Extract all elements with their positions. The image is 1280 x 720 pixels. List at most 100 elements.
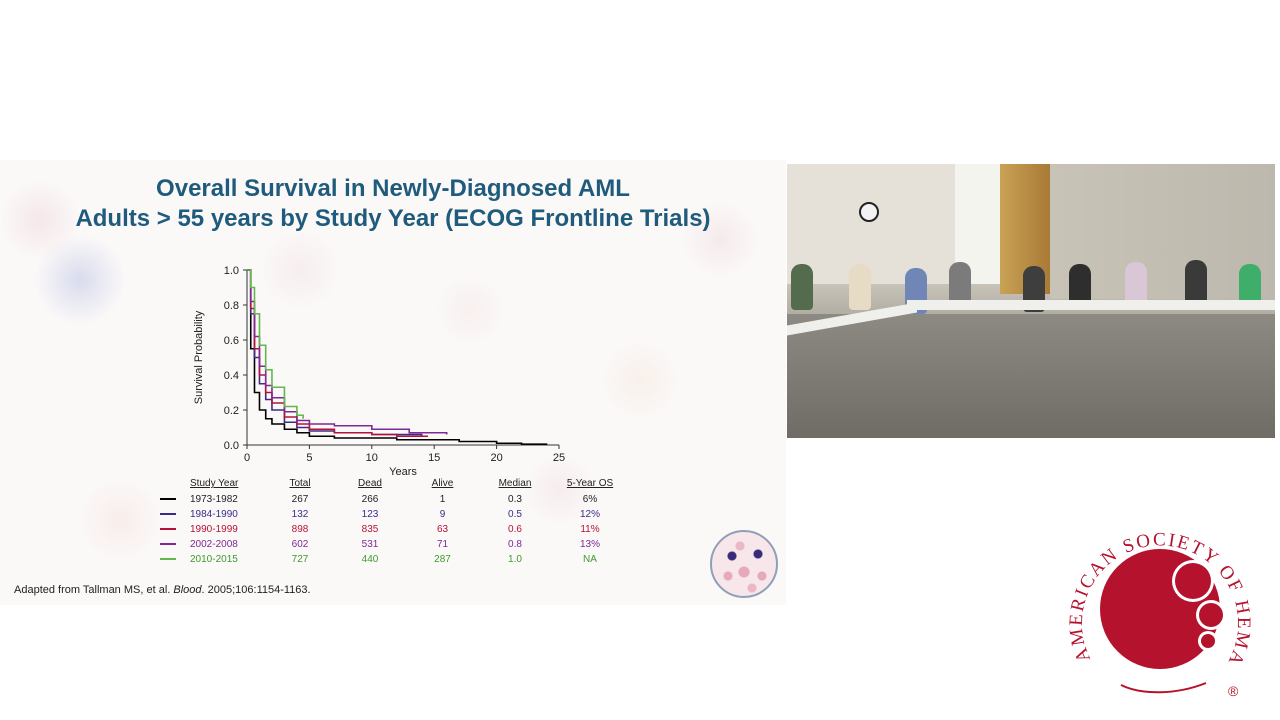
table-cell-year: 1990-1999 bbox=[190, 524, 238, 535]
table-cell-total: 727 bbox=[291, 554, 309, 565]
blood-cell-thumbnail bbox=[710, 530, 778, 598]
table-cell-year: 1984-1990 bbox=[190, 509, 238, 520]
table-cell-alive: 71 bbox=[436, 539, 449, 550]
legend-swatch bbox=[160, 552, 190, 567]
video-wall-left bbox=[787, 164, 955, 284]
x-tick-label: 25 bbox=[553, 452, 565, 464]
series-line-2010-2015 bbox=[247, 269, 304, 419]
video-person bbox=[1125, 262, 1147, 308]
presentation-slide: Overall Survival in Newly-Diagnosed AML … bbox=[0, 160, 786, 605]
ash-logo-cell-small-fill bbox=[1201, 634, 1215, 648]
legend-swatch bbox=[160, 492, 190, 507]
citation-journal: Blood bbox=[173, 584, 202, 596]
table-cell-median: 0.3 bbox=[508, 494, 522, 505]
citation: Adapted from Tallman MS, et al. Blood. 2… bbox=[14, 584, 311, 596]
ash-logo: AMERICAN SOCIETY OF HEMATOLOGY ® bbox=[1066, 515, 1252, 699]
table-cell-total: 898 bbox=[291, 524, 309, 535]
x-tick-label: 0 bbox=[244, 452, 250, 464]
table-cell-os: 6% bbox=[582, 494, 598, 505]
video-person bbox=[1185, 260, 1207, 306]
slide-title-line-2: Adults > 55 years by Study Year (ECOG Fr… bbox=[75, 205, 711, 232]
wall-clock-icon bbox=[859, 202, 879, 222]
study-year-table: Study Year Total Dead Alive Median 5-Yea… bbox=[160, 478, 625, 567]
citation-prefix: Adapted from Tallman MS, et al. bbox=[14, 584, 174, 596]
y-tick-label: 1.0 bbox=[224, 265, 239, 277]
table-header-alive: Alive bbox=[431, 478, 454, 489]
table-cell-os: 13% bbox=[579, 539, 600, 550]
ash-logo-cell-large-fill bbox=[1175, 563, 1211, 599]
table-header-total: Total bbox=[289, 478, 311, 489]
table-cell-alive: 63 bbox=[436, 524, 449, 535]
table-row: 1984-1990 132 123 9 0.5 12% bbox=[160, 507, 625, 522]
legend-swatch-line bbox=[160, 558, 176, 561]
ash-logo-cell-medium-fill bbox=[1199, 603, 1223, 627]
video-person bbox=[849, 264, 871, 310]
x-axis-label: Years bbox=[389, 466, 417, 478]
y-tick-label: 0.8 bbox=[224, 300, 239, 312]
table-header-median: Median bbox=[498, 478, 532, 489]
table-cell-total: 132 bbox=[291, 509, 309, 520]
survival-chart: 0.0 0.2 0.4 0.6 0.8 1.0 0 5 10 15 20 25 Years Surviva… bbox=[193, 265, 565, 478]
video-person bbox=[949, 262, 971, 308]
y-tick-label: 0.0 bbox=[224, 440, 239, 452]
x-tick-label: 5 bbox=[306, 452, 312, 464]
table-header-row: Study Year Total Dead Alive Median 5-Yea… bbox=[160, 478, 625, 492]
legend-swatch-line bbox=[160, 513, 176, 516]
table-cell-alive: 9 bbox=[439, 509, 446, 520]
table-row: 2010-2015 727 440 287 1.0 NA bbox=[160, 552, 625, 567]
x-tick-label: 20 bbox=[490, 452, 502, 464]
table-header-dead: Dead bbox=[358, 478, 382, 489]
series-line-2002-2008 bbox=[247, 269, 448, 435]
slide-title-line-1: Overall Survival in Newly-Diagnosed AML bbox=[156, 175, 630, 202]
legend-swatch-line bbox=[160, 498, 176, 501]
citation-suffix: . 2005;106:1154-1163. bbox=[201, 584, 311, 596]
series-line-1973-1982 bbox=[247, 269, 548, 445]
y-axis-label: Survival Probability bbox=[193, 310, 205, 404]
table-cell-total: 602 bbox=[291, 539, 309, 550]
x-tick-label: 15 bbox=[428, 452, 440, 464]
legend-swatch bbox=[160, 507, 190, 522]
video-table bbox=[907, 300, 1275, 310]
table-row: 1990-1999 898 835 63 0.6 11% bbox=[160, 522, 625, 537]
table-cell-year: 1973-1982 bbox=[190, 494, 238, 505]
y-tick-label: 0.6 bbox=[224, 335, 239, 347]
video-person bbox=[1069, 264, 1091, 310]
conference-room-video bbox=[787, 164, 1275, 438]
series-line-1990-1999 bbox=[247, 269, 428, 438]
table-cell-median: 0.8 bbox=[508, 539, 522, 550]
ash-logo-registered-mark: ® bbox=[1228, 683, 1239, 699]
video-person bbox=[791, 264, 813, 310]
x-tick-label: 10 bbox=[366, 452, 378, 464]
legend-swatch bbox=[160, 537, 190, 552]
video-person bbox=[1239, 264, 1261, 310]
table-row: 2002-2008 602 531 71 0.8 13% bbox=[160, 537, 625, 552]
table-cell-os: 12% bbox=[579, 509, 600, 520]
table-cell-os: NA bbox=[583, 554, 597, 565]
y-tick-label: 0.4 bbox=[224, 370, 239, 382]
table-cell-total: 267 bbox=[291, 494, 309, 505]
table-cell-dead: 531 bbox=[361, 539, 379, 550]
table-cell-year: 2002-2008 bbox=[190, 539, 238, 550]
table-cell-dead: 266 bbox=[361, 494, 379, 505]
table-cell-median: 0.6 bbox=[508, 524, 522, 535]
table-cell-dead: 835 bbox=[361, 524, 379, 535]
table-row: 1973-1982 267 266 1 0.3 6% bbox=[160, 492, 625, 507]
table-cell-median: 1.0 bbox=[508, 554, 522, 565]
table-cell-os: 11% bbox=[580, 524, 600, 535]
table-cell-year: 2010-2015 bbox=[190, 554, 238, 565]
table-cell-median: 0.5 bbox=[508, 509, 522, 520]
legend-swatch bbox=[160, 522, 190, 537]
table-header-5-year-os: 5-Year OS bbox=[566, 478, 614, 489]
table-header-swatch bbox=[160, 478, 190, 492]
table-header-study-year: Study Year bbox=[190, 478, 239, 489]
legend-swatch-line bbox=[160, 543, 176, 546]
table-cell-dead: 440 bbox=[361, 554, 379, 565]
table-cell-dead: 123 bbox=[361, 509, 379, 520]
y-tick-label: 0.2 bbox=[224, 405, 239, 417]
table-cell-alive: 1 bbox=[439, 494, 446, 505]
series-line-1984-1990 bbox=[247, 269, 423, 437]
ash-logo-dna-strand bbox=[1120, 682, 1207, 694]
legend-swatch-line bbox=[160, 528, 176, 531]
video-floor bbox=[787, 314, 1275, 438]
table-cell-alive: 287 bbox=[434, 554, 451, 565]
